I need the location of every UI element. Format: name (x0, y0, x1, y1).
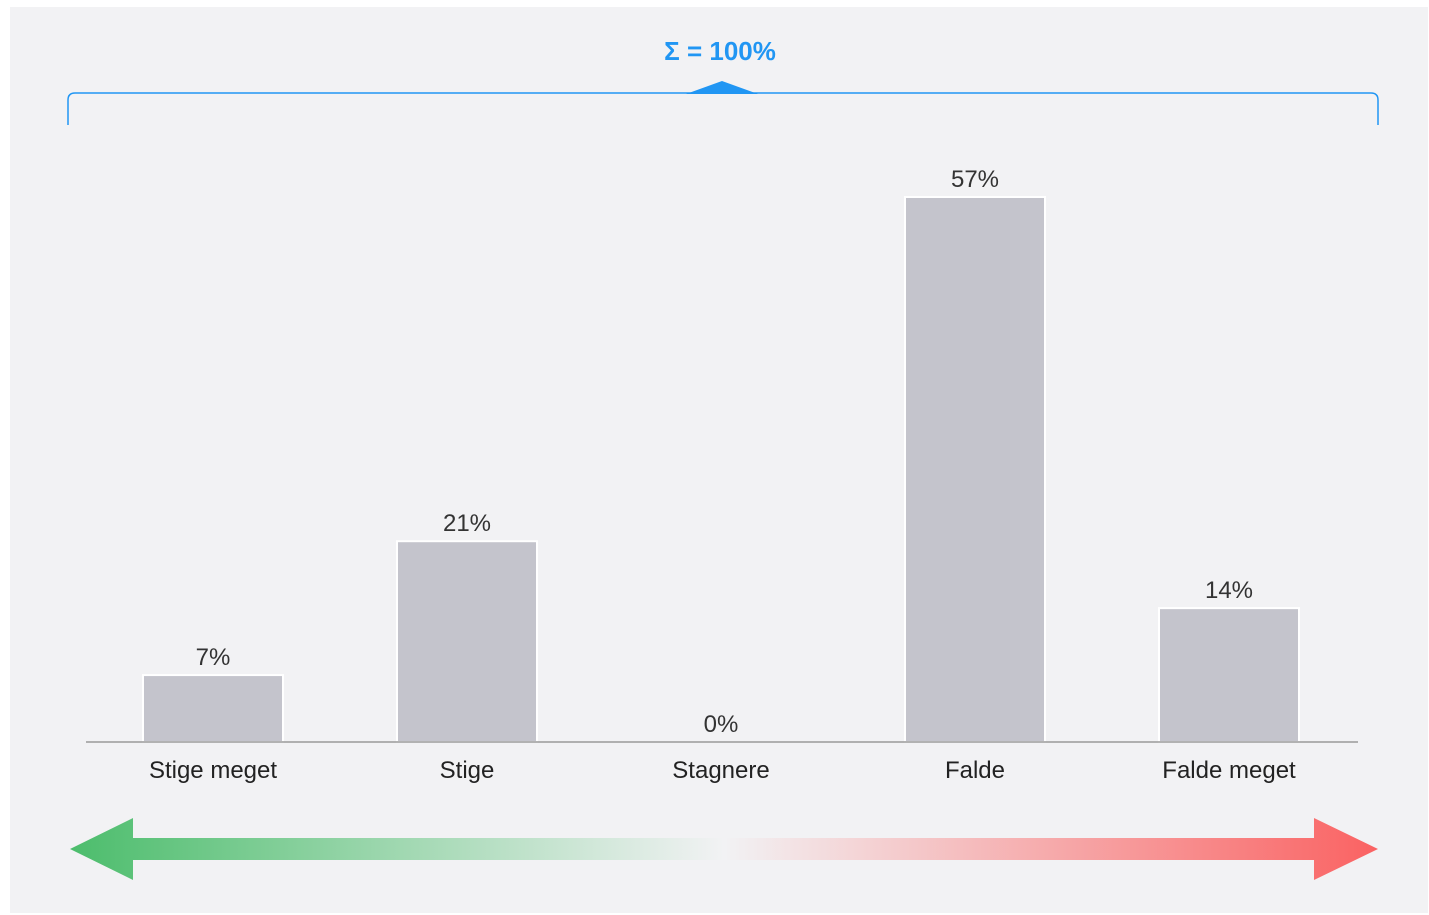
bars-group (142, 196, 1300, 744)
value-labels-group: 7% 21% 0% 57% 14% (196, 166, 1253, 738)
bar-3 (904, 196, 1046, 743)
value-label-0: 7% (196, 644, 231, 671)
sum-label: Σ = 100% (664, 36, 776, 66)
sentiment-gradient-arrow (70, 818, 1378, 880)
value-label-1: 21% (443, 510, 491, 537)
sum-bracket-pointer (686, 81, 758, 94)
category-label-1: Stige (440, 757, 495, 784)
sum-bracket (67, 92, 1379, 125)
category-label-0: Stige meget (149, 757, 277, 784)
category-label-2: Stagnere (672, 757, 769, 784)
bar-0 (142, 674, 284, 744)
bar-4 (1158, 607, 1300, 744)
category-labels-group: Stige meget Stige Stagnere Falde Falde meget (149, 757, 1296, 784)
category-label-4: Falde meget (1162, 757, 1296, 784)
value-label-2: 0% (704, 711, 739, 738)
value-label-4: 14% (1205, 577, 1253, 604)
category-label-3: Falde (945, 757, 1005, 784)
bar-1 (396, 540, 538, 743)
value-label-3: 57% (951, 166, 999, 193)
chart-panel (10, 7, 1428, 913)
